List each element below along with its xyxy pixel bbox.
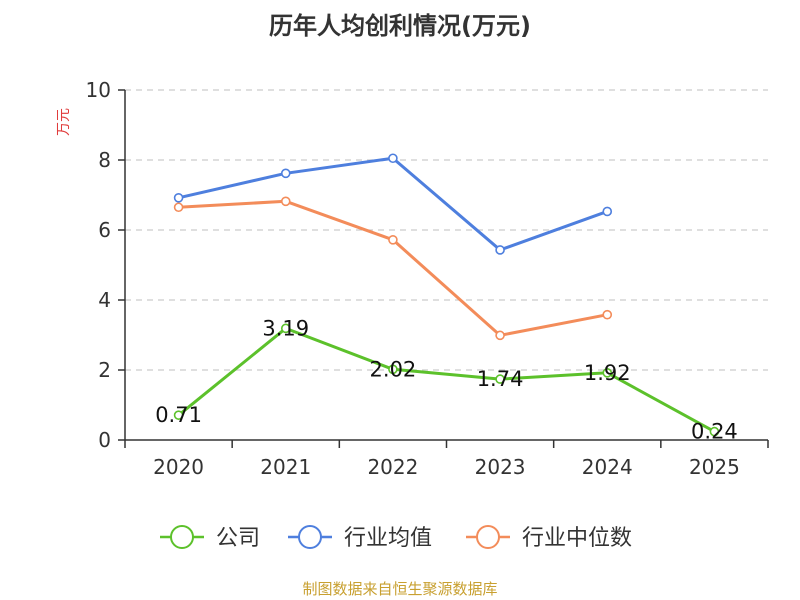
- data-label: 2.02: [370, 357, 417, 381]
- y-tick-label: 8: [98, 148, 111, 172]
- data-point: [173, 410, 184, 420]
- data-point: [602, 309, 613, 320]
- axes: 0 2 4 6 8 10 2020 2021 2022 2023 2024 2025: [86, 78, 769, 479]
- data-point: [602, 367, 613, 378]
- data-point: [173, 202, 184, 213]
- data-point: [280, 168, 291, 179]
- legend-marker: [298, 525, 322, 549]
- y-tick-label: 10: [86, 78, 111, 102]
- data-label: 3.19: [262, 316, 309, 340]
- data-point: [709, 426, 720, 437]
- legend-marker: [170, 525, 194, 549]
- data-point: [173, 193, 184, 203]
- series-layer: [173, 153, 720, 437]
- legend-label: 行业均值: [344, 526, 432, 551]
- series-line: [177, 326, 716, 433]
- data-point: [280, 323, 291, 334]
- y-tick-label: 6: [98, 218, 111, 242]
- y-tick-label: 2: [98, 358, 111, 382]
- x-tick-label: 2023: [475, 455, 526, 479]
- data-label: 1.74: [477, 367, 524, 391]
- data-labels: 0.71 3.19 2.02 1.74 1.92 0.24: [155, 316, 738, 443]
- data-point: [495, 245, 505, 255]
- legend-label: 行业中位数: [522, 526, 632, 551]
- legend-label: 公司: [216, 526, 260, 551]
- data-label: 1.92: [584, 361, 631, 385]
- data-point: [388, 364, 398, 375]
- chart-title: 历年人均创利情况(万元): [269, 12, 531, 40]
- legend-marker: [476, 525, 500, 549]
- series-line: [178, 199, 608, 337]
- data-point: [602, 206, 613, 217]
- data-label: 0.24: [691, 420, 738, 444]
- data-point: [280, 196, 291, 207]
- grid-lines: [125, 89, 768, 371]
- x-tick-label: 2024: [582, 455, 633, 479]
- x-tick-label: 2021: [260, 455, 311, 479]
- y-axis-label: 万元: [56, 108, 72, 136]
- x-tick-label: 2025: [689, 455, 740, 479]
- x-tick-label: 2020: [153, 455, 204, 479]
- y-tick-label: 4: [98, 288, 111, 312]
- y-tick-label: 0: [98, 428, 111, 452]
- x-tick-label: 2022: [367, 455, 418, 479]
- data-point: [495, 330, 505, 341]
- data-point: [495, 374, 505, 384]
- data-label: 0.71: [155, 403, 202, 427]
- data-point: [388, 153, 398, 164]
- source-note: 制图数据来自恒生聚源数据库: [302, 580, 497, 598]
- data-point: [388, 235, 398, 245]
- legend: 公司 行业均值 行业中位数: [160, 525, 632, 551]
